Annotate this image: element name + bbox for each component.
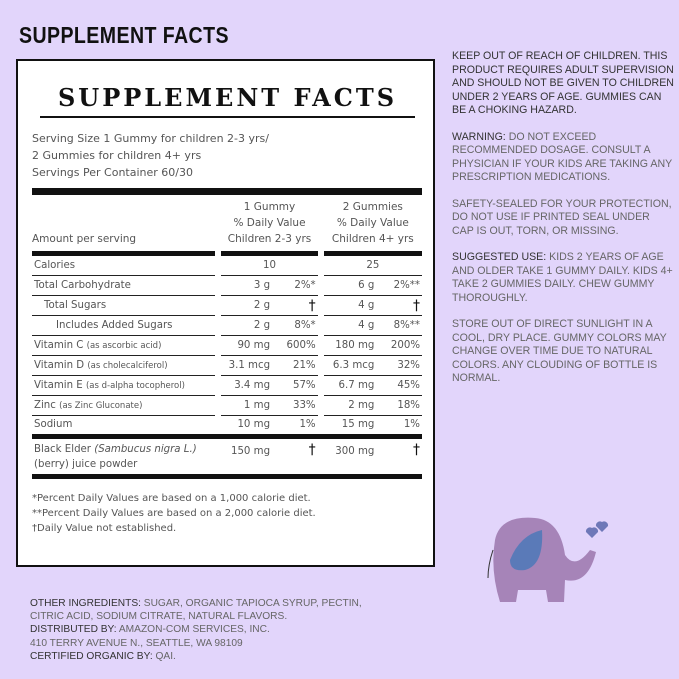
divider-bar <box>32 188 422 195</box>
col2-header: 2 Gummies % Daily Value Children 4+ yrs <box>323 199 422 256</box>
certified-organic: CERTIFIED ORGANIC BY: QAI. <box>30 650 176 662</box>
dv-1: 8%* <box>272 316 318 336</box>
table-row: Sodium 10 mg 1% 15 mg 1% <box>32 416 422 439</box>
footnotes: *Percent Daily Values are based on a 1,0… <box>32 491 422 536</box>
amount-2: 6 g <box>323 276 377 296</box>
amount-1: 2 g <box>221 296 273 316</box>
dv-2: 45% <box>376 376 422 396</box>
storage-text: STORE OUT OF DIRECT SUNLIGHT IN A COOL, … <box>452 318 667 384</box>
dv-1: 57% <box>272 376 318 396</box>
page-header: SUPPLEMENT FACTS <box>19 22 229 48</box>
dv-2: † <box>376 439 422 479</box>
nutrient-table: Amount per serving 1 Gummy % Daily Value C… <box>32 199 422 479</box>
dv-1: 21% <box>272 356 318 376</box>
amount-2: 300 mg <box>323 439 377 479</box>
suggested-use-text: SUGGESTED USE: KIDS 2 YEARS OF AGE AND O… <box>452 251 673 304</box>
table-row: Vitamin C (as ascorbic acid) 90 mg 600% 180… <box>32 336 422 356</box>
dv-2: 200% <box>376 336 422 356</box>
warnings-column: KEEP OUT OF REACH OF CHILDREN. THIS PROD… <box>452 50 674 399</box>
table-row: Zinc (as Zinc Gluconate) 1 mg 33% 2 mg 18% <box>32 396 422 416</box>
amount-1: 2 g <box>221 316 273 336</box>
amount-2: 4 g <box>323 316 377 336</box>
table-row: Calories 10 25 <box>32 256 422 276</box>
amount-2: 2 mg <box>323 396 377 416</box>
dv-2: 2%** <box>376 276 422 296</box>
nutrient-name: Includes Added Sugars <box>32 316 216 336</box>
dv-2: 8%** <box>376 316 422 336</box>
amount-1: 1 mg <box>221 396 273 416</box>
dv-1: 33% <box>272 396 318 416</box>
other-ingredients-2: CITRIC ACID, SODIUM CITRATE, NATURAL FLA… <box>30 611 288 623</box>
amount-1: 3.1 mcg <box>221 356 273 376</box>
amount-2: 180 mg <box>323 336 377 356</box>
dv-2: † <box>376 296 422 316</box>
serving-size-line-2: 2 Gummies for children 4+ yrs <box>32 149 202 162</box>
amount-1: 150 mg <box>221 439 273 479</box>
amount-1: 10 mg <box>221 416 273 439</box>
nutrient-name: Zinc (as Zinc Gluconate) <box>32 396 216 416</box>
amount-2: 6.3 mcg <box>323 356 377 376</box>
nutrient-name: Vitamin E (as d-alpha tocopherol) <box>32 376 216 396</box>
table-row-black-elder: Black Elder (Sambucus nigra L.) (berry) j… <box>32 439 422 479</box>
col2-header-line: % Daily Value <box>336 217 409 229</box>
amount-1: 90 mg <box>221 336 273 356</box>
table-row: Vitamin D (as cholecalciferol) 3.1 mcg 21%… <box>32 356 422 376</box>
amount-1: 3.4 mg <box>221 376 273 396</box>
col1-header-line: 1 Gummy <box>243 201 296 213</box>
serving-size-line-1: Serving Size 1 Gummy for children 2-3 yr… <box>32 132 269 145</box>
footnote-3: †Daily Value not established. <box>32 523 177 534</box>
dv-1: 1% <box>272 416 318 439</box>
dv-2: 32% <box>376 356 422 376</box>
nutrient-name: Black Elder (Sambucus nigra L.) (berry) j… <box>32 439 216 479</box>
table-row: Vitamin E (as d-alpha tocopherol) 3.4 mg 5… <box>32 376 422 396</box>
ingredients-section: OTHER INGREDIENTS: SUGAR, ORGANIC TAPIOC… <box>30 597 362 663</box>
amount-1: 10 <box>221 256 318 276</box>
dv-1: 600% <box>272 336 318 356</box>
dv-1: † <box>272 296 318 316</box>
nutrient-name: Vitamin D (as cholecalciferol) <box>32 356 216 376</box>
nutrient-name: Total Sugars <box>32 296 216 316</box>
amount-2: 25 <box>323 256 422 276</box>
heart-icon <box>595 521 609 532</box>
table-row: Total Carbohydrate 3 g 2%* 6 g 2%** <box>32 276 422 296</box>
elephant-illustration <box>480 510 620 614</box>
dv-1: 2%* <box>272 276 318 296</box>
col2-header-line: 2 Gummies <box>342 201 403 213</box>
panel-title: SUPPLEMENT FACTS <box>40 83 415 118</box>
warning-text: WARNING: DO NOT EXCEED RECOMMENDED DOSAG… <box>452 130 672 184</box>
amount-2: 6.7 mg <box>323 376 377 396</box>
col1-header: 1 Gummy % Daily Value Children 2-3 yrs <box>221 199 318 256</box>
nutrient-name: Total Carbohydrate <box>32 276 216 296</box>
col1-header-line: Children 2-3 yrs <box>227 233 312 245</box>
elephant-ear <box>510 530 543 571</box>
heart-icon <box>585 527 599 538</box>
table-row: Includes Added Sugars 2 g 8%* 4 g 8%** <box>32 316 422 336</box>
footnote-1: *Percent Daily Values are based on a 1,0… <box>32 493 311 504</box>
dv-1: † <box>272 439 318 479</box>
elephant-tail <box>487 549 494 579</box>
nutrient-name: Vitamin C (as ascorbic acid) <box>32 336 216 356</box>
dv-2: 18% <box>376 396 422 416</box>
supplement-facts-panel: SUPPLEMENT FACTS Serving Size 1 Gummy fo… <box>16 59 435 567</box>
footnote-2: **Percent Daily Values are based on a 2,… <box>32 508 316 519</box>
col2-header-line: Children 4+ yrs <box>331 233 414 245</box>
dv-2: 1% <box>376 416 422 439</box>
safety-text: SAFETY-SEALED FOR YOUR PROTECTION, DO NO… <box>452 197 672 237</box>
distributor-address: 410 TERRY AVENUE N., SEATTLE, WA 98109 <box>30 637 243 649</box>
table-and-footnotes: Amount per serving 1 Gummy % Daily Value C… <box>32 199 422 536</box>
table-row: Total Sugars 2 g † 4 g † <box>32 296 422 316</box>
distributed-by: DISTRIBUTED BY: AMAZON-COM SERVICES, INC… <box>30 624 270 636</box>
keep-out-text: KEEP OUT OF REACH OF CHILDREN. THIS PROD… <box>452 50 674 116</box>
elephant-body <box>493 517 596 602</box>
amount-header: Amount per serving <box>32 199 216 256</box>
other-ingredients: OTHER INGREDIENTS: SUGAR, ORGANIC TAPIOC… <box>30 598 362 609</box>
nutrient-name: Sodium <box>32 416 216 439</box>
servings-per-container: Servings Per Container 60/30 <box>32 166 193 179</box>
col1-header-line: % Daily Value <box>233 217 306 229</box>
amount-1: 3 g <box>221 276 273 296</box>
nutrient-name: Calories <box>32 256 216 276</box>
serving-info: Serving Size 1 Gummy for children 2-3 yr… <box>32 130 269 181</box>
amount-2: 15 mg <box>323 416 377 439</box>
amount-2: 4 g <box>323 296 377 316</box>
